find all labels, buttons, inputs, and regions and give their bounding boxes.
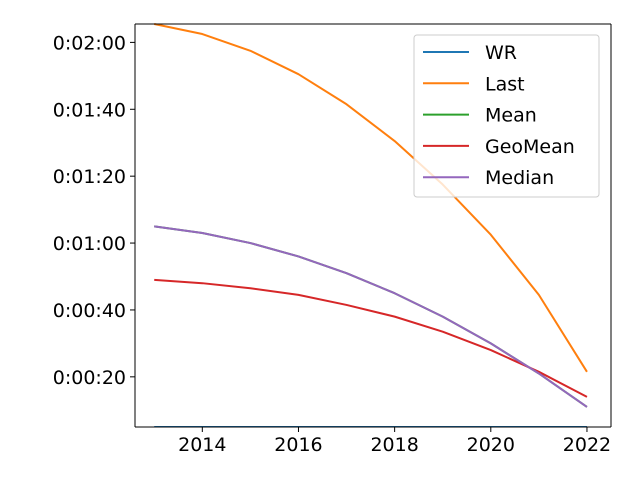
- series-layer: [154, 23, 588, 427]
- series-line-geomean: [154, 278, 588, 398]
- x-tick-label: 2016: [274, 434, 322, 456]
- x-tick-label: 2022: [563, 434, 611, 456]
- legend-label-mean: Mean: [485, 105, 537, 127]
- series-line-median: [154, 225, 588, 408]
- series-line-mean: [154, 225, 588, 408]
- legend-label-wr: WR: [485, 42, 517, 64]
- y-tick-label: 0:01:20: [53, 166, 126, 188]
- legend-box: [413, 34, 600, 198]
- legend-label-last: Last: [485, 73, 525, 95]
- legend-label-geomean: GeoMean: [485, 136, 575, 158]
- x-tick-label: 2018: [370, 434, 418, 456]
- y-tick-label: 0:01:40: [53, 99, 126, 121]
- legend-label-median: Median: [485, 167, 554, 189]
- axes-layer: 2014 2016 2018 2020 2022 0:00:20 0:00:40 0:01:0…: [53, 23, 612, 456]
- x-tick-label: 2014: [178, 434, 226, 456]
- y-tick-label: 0:02:00: [53, 32, 126, 54]
- series-line-last: [154, 23, 588, 373]
- legend: WR Last Mean GeoMean Median: [413, 34, 600, 198]
- y-tick-label: 0:01:00: [53, 233, 126, 255]
- x-tick-label: 2020: [467, 434, 515, 456]
- y-tick-label: 0:00:20: [53, 367, 126, 389]
- y-tick-label: 0:00:40: [53, 300, 126, 322]
